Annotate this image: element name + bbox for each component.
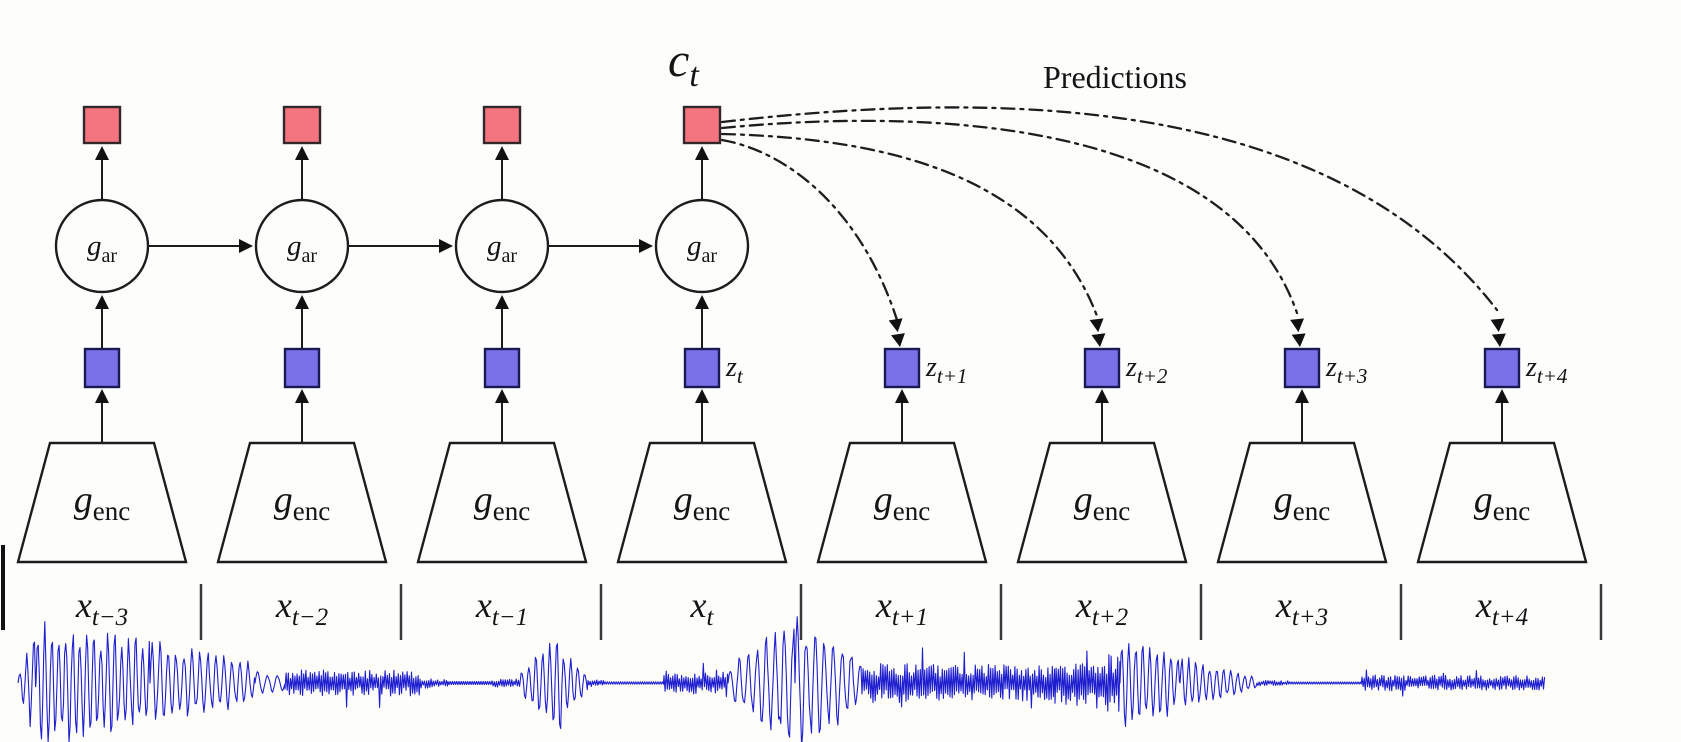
input-chunk-label: xt+4 bbox=[1475, 585, 1528, 631]
predictions-heading: Predictions bbox=[1043, 59, 1187, 95]
encoder-trapezoid bbox=[1016, 441, 1188, 564]
encoder-label: genc bbox=[74, 479, 130, 526]
encoder-label: genc bbox=[1074, 479, 1130, 526]
latent-node bbox=[283, 347, 321, 389]
latent-node bbox=[883, 347, 921, 389]
encoder-label: genc bbox=[1274, 479, 1330, 526]
column-t: genc gar xt zt ct bbox=[616, 34, 788, 631]
latent-label-zt2: zt+2 bbox=[1125, 352, 1168, 388]
latent-node bbox=[1283, 347, 1321, 389]
ar-label: gar bbox=[287, 230, 317, 267]
column-t-3: genc gar xt−3 bbox=[16, 105, 188, 631]
context-node bbox=[682, 105, 722, 145]
column-t+1: genc zt+1 xt+1 bbox=[816, 347, 988, 631]
input-chunk-label: xt−2 bbox=[275, 585, 328, 631]
latent-label-zt4: zt+4 bbox=[1525, 352, 1568, 388]
column-t+4: genc zt+4 xt+4 bbox=[1416, 347, 1588, 631]
encoder-label: genc bbox=[674, 479, 730, 526]
input-chunk-label: xt+1 bbox=[875, 585, 928, 631]
prediction-arrows bbox=[720, 106, 1506, 347]
encoder-trapezoid bbox=[1416, 441, 1588, 564]
encoder-trapezoid bbox=[616, 441, 788, 564]
input-chunk-label: xt−3 bbox=[75, 585, 128, 631]
encoder-trapezoid bbox=[1216, 441, 1388, 564]
latent-label-zt: zt bbox=[725, 352, 744, 388]
ar-label: gar bbox=[87, 230, 117, 267]
prediction-arrow-t3 bbox=[720, 119, 1299, 315]
latent-label-zt3: zt+3 bbox=[1325, 352, 1367, 388]
encoder-label: genc bbox=[274, 479, 330, 526]
prediction-arrow-t2 bbox=[720, 132, 1099, 318]
ar-unit-circle bbox=[654, 198, 750, 294]
encoder-label: genc bbox=[1474, 479, 1530, 526]
audio-waveform bbox=[17, 616, 1546, 742]
encoder-label: genc bbox=[474, 479, 530, 526]
prediction-arrow-t1 bbox=[720, 138, 899, 322]
latent-node bbox=[1083, 347, 1121, 389]
double-arrowhead-t2 bbox=[1089, 318, 1106, 347]
column-t-1: genc gar xt−1 bbox=[416, 105, 588, 631]
encoder-trapezoid bbox=[16, 441, 188, 564]
column-t+3: genc zt+3 xt+3 bbox=[1216, 347, 1388, 631]
chunk-separators bbox=[1, 545, 1603, 640]
ar-label: gar bbox=[687, 230, 717, 267]
prediction-arrow-t4 bbox=[720, 106, 1499, 312]
context-node bbox=[82, 105, 122, 145]
double-arrowhead-t4 bbox=[1490, 318, 1506, 347]
context-label-ct: ct bbox=[668, 34, 700, 94]
latent-node bbox=[683, 347, 721, 389]
ar-label: gar bbox=[487, 230, 517, 267]
latent-label-zt1: zt+1 bbox=[925, 352, 967, 388]
latent-node bbox=[1483, 347, 1521, 389]
context-node bbox=[282, 105, 322, 145]
input-chunk-label: xt+3 bbox=[1275, 585, 1328, 631]
encoder-label: genc bbox=[874, 479, 930, 526]
encoder-trapezoid bbox=[416, 441, 588, 564]
column-t+2: genc zt+2 xt+2 bbox=[1016, 347, 1188, 631]
input-chunk-label: xt bbox=[690, 585, 715, 631]
latent-node bbox=[83, 347, 121, 389]
encoder-trapezoid bbox=[216, 441, 388, 564]
input-chunk-label: xt+2 bbox=[1075, 585, 1128, 631]
input-chunk-label: xt−1 bbox=[475, 585, 528, 631]
encoder-trapezoid bbox=[816, 441, 988, 564]
double-arrowhead-t3 bbox=[1290, 318, 1306, 347]
latent-node bbox=[483, 347, 521, 389]
context-node bbox=[482, 105, 522, 145]
column-t-2: genc gar xt−2 bbox=[216, 105, 388, 631]
double-arrowhead-t1 bbox=[888, 318, 905, 347]
